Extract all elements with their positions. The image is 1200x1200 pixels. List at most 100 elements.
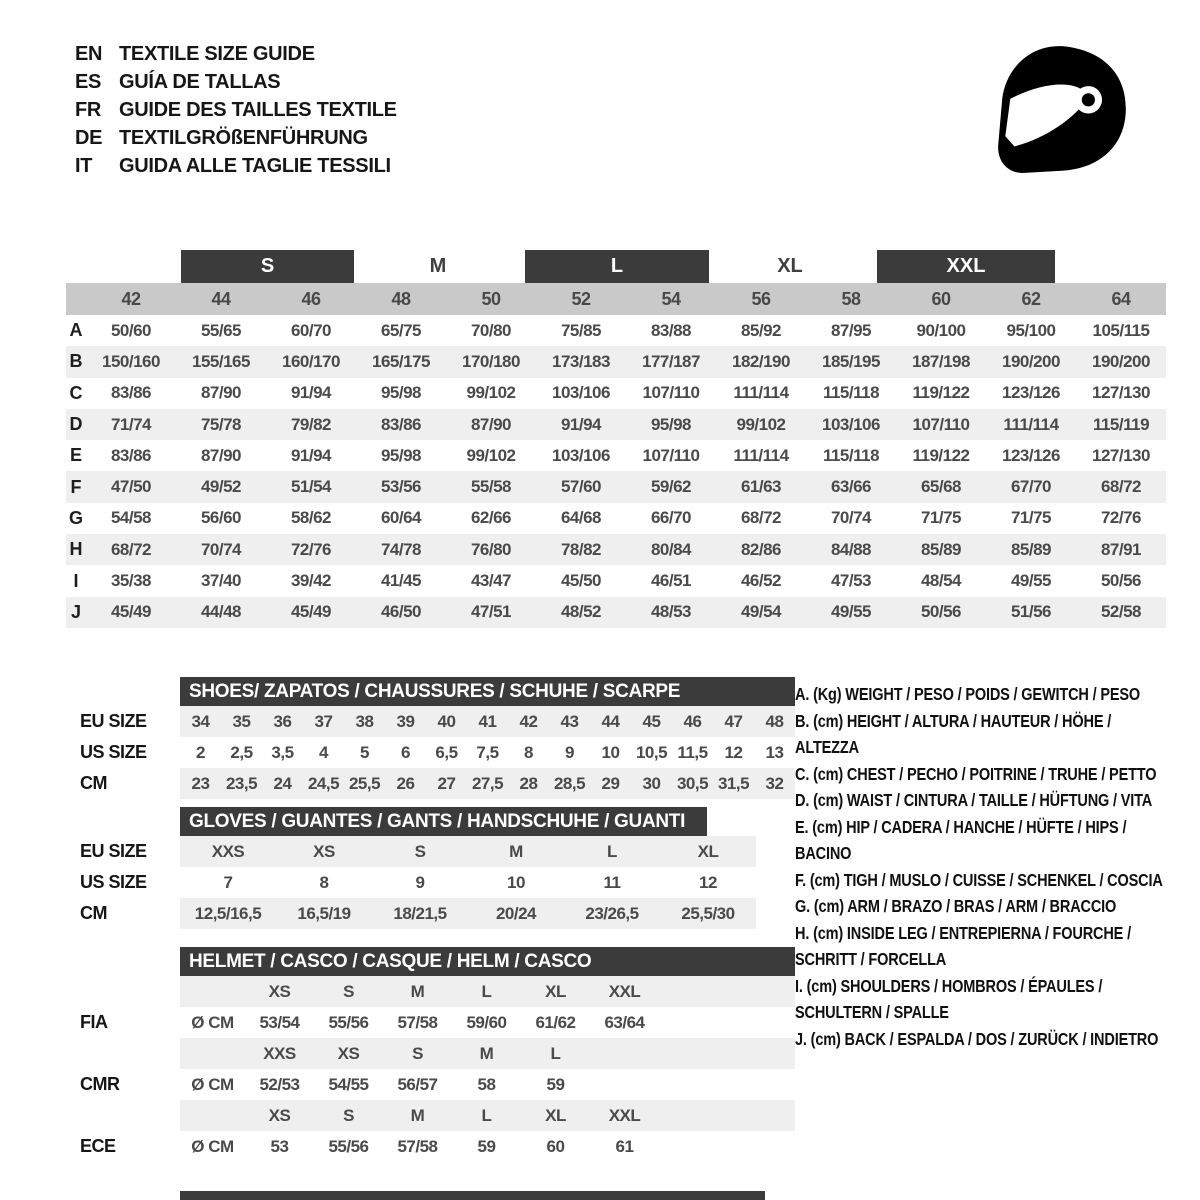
measurement-value: 49/55 — [1010, 571, 1052, 591]
shoes-cm-value: 30,5 — [676, 773, 709, 793]
helmet-cmr-values: 52/53 54/55 56/57 58 59 — [245, 1075, 590, 1095]
gloves-us-size-label: US SIZE — [80, 872, 147, 892]
measurement-row-values: 47/50 49/52 51/54 53/56 55/58 57/60 59/62 61/63… — [86, 477, 1166, 497]
helmet-size-letter: L — [481, 1105, 492, 1125]
measurement-value: 65/75 — [380, 320, 422, 340]
helmet-size-letter: XXS — [263, 1043, 296, 1063]
measurement-value: 70/74 — [200, 539, 242, 559]
gloves-us-value: 8 — [319, 872, 329, 892]
helmet-size-value: 58 — [477, 1074, 496, 1094]
shoes-eu-value: 44 — [601, 711, 620, 731]
gloves-section-header: GLOVES / GUANTES / GANTS / HANDSCHUHE / … — [180, 807, 707, 836]
helmet-size-letter: XXL — [608, 981, 641, 1001]
measurement-value: 123/126 — [1002, 445, 1060, 465]
measurement-value: 187/198 — [912, 351, 970, 371]
size-group-xxl: XXL — [877, 250, 1055, 283]
measurement-value: 52/58 — [1100, 602, 1142, 622]
measurement-row-values: 35/38 37/40 39/42 41/45 43/47 45/50 46/51 46/52… — [86, 571, 1166, 591]
legend-item: F. (cm) TIGH / MUSLO / CUISSE / SCHENKEL… — [795, 869, 1163, 890]
measurement-value: 99/102 — [466, 383, 517, 403]
measurement-value: 105/115 — [1092, 320, 1150, 340]
measurement-value: 51/54 — [290, 477, 332, 497]
measurement-value: 95/100 — [1006, 320, 1057, 340]
measurement-value: 79/82 — [290, 414, 332, 434]
measurement-value: 99/102 — [736, 414, 787, 434]
helmet-size-letter: L — [481, 981, 492, 1001]
measurement-value: 46/51 — [650, 571, 692, 591]
measurement-row-letter: G — [68, 507, 83, 528]
measurement-row-values: 83/86 87/90 91/94 95/98 99/102 103/106 107/110… — [86, 383, 1166, 403]
measurement-value: 45/50 — [560, 571, 602, 591]
shoes-us-value: 11,5 — [677, 742, 708, 762]
measurement-value: 75/78 — [200, 414, 242, 434]
helmet-size-letter: XS — [268, 981, 291, 1001]
measurement-value: 83/86 — [110, 445, 152, 465]
measurement-value: 83/86 — [380, 414, 422, 434]
shoes-eu-value: 36 — [273, 711, 292, 731]
measurement-value: 57/60 — [560, 477, 602, 497]
gloves-us-row: 7 8 9 10 11 12 — [180, 867, 756, 898]
helmet-size-value: 53/54 — [259, 1012, 300, 1032]
shoes-us-value: 10 — [601, 742, 620, 762]
measurement-value: 83/88 — [650, 320, 692, 340]
language-title-list: EN TEXTILE SIZE GUIDE ES GUÍA DE TALLAS … — [75, 40, 397, 180]
measurement-value: 127/130 — [1092, 383, 1150, 403]
measurement-row: G 54/58 56/60 58/62 60/64 62/66 64/68 66/70 68/… — [66, 503, 1166, 534]
helmet-fia-sizes-row: XS S M L XL XXL — [180, 976, 795, 1007]
legend-item: I. (cm) SHOULDERS / HOMBROS / ÉPAULES / … — [795, 975, 1103, 1023]
numeric-size: 52 — [571, 288, 591, 309]
size-group-l: L — [525, 250, 709, 283]
measurement-value: 91/94 — [290, 445, 332, 465]
helmet-size-value: 56/57 — [397, 1074, 438, 1094]
measurement-row-letter: A — [69, 320, 83, 341]
measurement-value: 177/187 — [642, 351, 700, 371]
gloves-eu-value: L — [607, 841, 617, 861]
shoes-cm-value: 30 — [642, 773, 661, 793]
gloves-us-value: 11 — [603, 872, 621, 892]
measurement-row-values: 83/86 87/90 91/94 95/98 99/102 103/106 107/110… — [86, 446, 1166, 466]
measurement-value: 83/86 — [110, 383, 152, 403]
helmet-size-letter: M — [410, 1105, 425, 1125]
gloves-eu-value: M — [509, 841, 523, 861]
helmet-size-value: 57/58 — [397, 1012, 438, 1032]
shoes-us-value: 13 — [765, 742, 784, 762]
gloves-us-value: 12 — [699, 872, 717, 892]
measurement-value: 119/122 — [912, 383, 970, 403]
measurement-value: 63/66 — [830, 477, 872, 497]
measurement-row-letter: B — [69, 351, 83, 372]
measurement-value: 62/66 — [470, 508, 512, 528]
measurement-row-letter: J — [70, 601, 81, 622]
legend-item: B. (cm) HEIGHT / ALTURA / HAUTEUR / HÖHE… — [795, 710, 1112, 758]
measurement-value: 71/74 — [110, 414, 152, 434]
shoes-eu-value: 43 — [560, 711, 579, 731]
measurement-row: B 150/160 155/165 160/170 165/175 170/180 173… — [66, 346, 1166, 378]
shoes-us-value: 5 — [360, 742, 369, 762]
measurement-value: 45/49 — [110, 602, 152, 622]
measurement-row-values: 50/60 55/65 60/70 65/75 70/80 75/85 83/88 85/92… — [86, 321, 1166, 341]
shoes-cm-value: 23 — [191, 773, 210, 793]
measurement-value: 107/110 — [642, 445, 700, 465]
measurement-value: 35/38 — [110, 571, 152, 591]
measurement-value: 51/56 — [1010, 602, 1052, 622]
helmet-size-letter: M — [479, 1043, 494, 1063]
size-group-xl: XL — [777, 255, 803, 277]
shoes-eu-value: 45 — [642, 711, 661, 731]
helmet-size-letter: XL — [545, 1105, 566, 1125]
shoes-eu-value: 38 — [355, 711, 374, 731]
measurement-row: I 35/38 37/40 39/42 41/45 43/47 45/50 46/51 46/… — [66, 565, 1166, 596]
shoes-us-size-label: US SIZE — [80, 742, 147, 762]
shoes-us-value: 3,5 — [271, 742, 294, 762]
helmet-fia-label: FIA — [80, 1012, 108, 1032]
measurement-value: 50/56 — [1100, 571, 1142, 591]
shoes-eu-value: 42 — [519, 711, 538, 731]
shoes-cm-row: 23 23,5 24 24,5 25,5 26 27 27,5 28 28,5 29 30 30,5 31… — [180, 768, 795, 799]
measurement-row-values: 71/74 75/78 79/82 83/86 87/90 91/94 95/98 99/10… — [86, 415, 1166, 435]
measurement-value: 48/54 — [920, 571, 962, 591]
measurement-value: 70/74 — [830, 508, 872, 528]
measurement-value: 150/160 — [102, 351, 160, 371]
measurement-value: 85/89 — [920, 539, 962, 559]
shoes-us-value: 2,5 — [230, 742, 253, 762]
shoes-eu-row: 34 35 36 37 38 39 40 41 42 43 44 45 46 47 48 — [180, 706, 795, 737]
measurement-value: 160/170 — [282, 351, 340, 371]
measurement-value: 91/94 — [560, 414, 602, 434]
